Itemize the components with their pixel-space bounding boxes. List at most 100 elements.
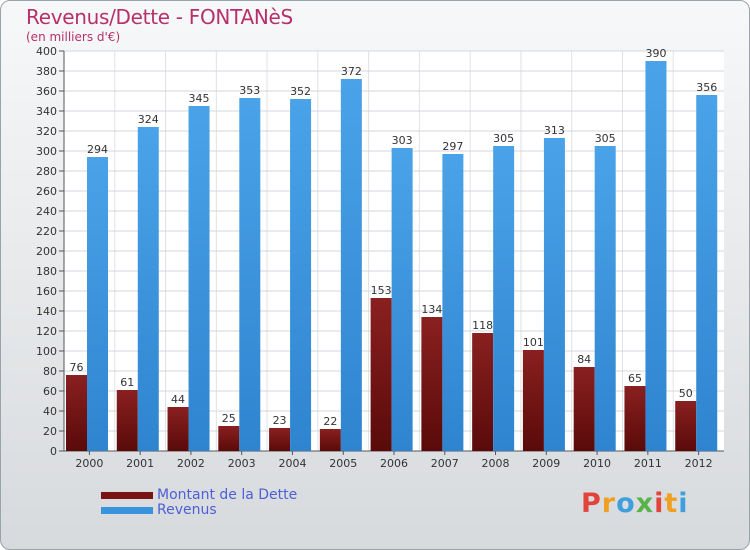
bar-dette [573, 367, 595, 451]
data-label-revenus: 303 [392, 134, 413, 147]
data-label-revenus: 356 [696, 81, 717, 94]
data-label-dette: 23 [273, 414, 287, 427]
data-label-revenus: 390 [645, 47, 666, 60]
legend-swatch-revenus [101, 507, 153, 514]
legend-swatch-dette [101, 492, 153, 499]
y-tick-label: 120 [36, 325, 57, 338]
proxiti-logo: Proxiti [581, 488, 689, 519]
data-label-dette: 61 [120, 376, 134, 389]
chart-title: Revenus/Dette - FONTANèS [26, 5, 293, 29]
logo-letter: i [654, 488, 665, 519]
y-tick-label: 80 [43, 365, 57, 378]
x-tick-label: 2009 [532, 457, 560, 470]
legend-item-revenus: Revenus [101, 503, 297, 518]
bar-dette [66, 375, 87, 451]
bar-revenus [645, 61, 667, 451]
y-tick-label: 180 [36, 265, 57, 278]
bar-dette [218, 426, 240, 451]
x-tick-label: 2007 [431, 457, 459, 470]
x-tick-label: 2003 [228, 457, 256, 470]
bar-dette [370, 298, 392, 451]
bar-dette [522, 350, 544, 451]
data-label-revenus: 305 [493, 132, 514, 145]
bar-revenus [340, 79, 362, 451]
chart-subtitle: (en milliers d'€) [26, 30, 121, 44]
data-label-revenus: 372 [341, 65, 362, 78]
legend-label-revenus: Revenus [157, 502, 217, 518]
x-tick-label: 2012 [685, 457, 713, 470]
y-tick-label: 320 [36, 125, 57, 138]
logo-letter: i [678, 488, 689, 519]
x-tick-label: 2006 [380, 457, 408, 470]
x-tick-label: 2001 [126, 457, 154, 470]
y-tick-label: 0 [50, 445, 57, 458]
data-label-revenus: 345 [189, 92, 210, 105]
bar-revenus [493, 146, 515, 451]
y-tick-label: 260 [36, 185, 57, 198]
data-label-revenus: 305 [595, 132, 616, 145]
logo-letter: x [635, 488, 655, 519]
x-tick-label: 2004 [278, 457, 306, 470]
bar-revenus [442, 154, 464, 451]
y-tick-label: 160 [36, 285, 57, 298]
y-tick-label: 400 [36, 45, 57, 58]
bar-revenus [543, 138, 565, 451]
data-label-dette: 134 [421, 303, 442, 316]
logo-letter: t [664, 488, 679, 519]
legend-label-dette: Montant de la Dette [157, 487, 298, 503]
y-tick-label: 280 [36, 165, 57, 178]
bar-revenus [594, 146, 616, 451]
data-label-revenus: 294 [87, 143, 108, 156]
data-label-dette: 84 [577, 353, 591, 366]
data-label-dette: 101 [523, 336, 544, 349]
y-tick-label: 340 [36, 105, 57, 118]
data-label-dette: 118 [472, 319, 493, 332]
bar-revenus [137, 127, 159, 451]
x-tick-label: 2005 [329, 457, 357, 470]
bar-revenus [239, 98, 261, 451]
y-tick-label: 200 [36, 245, 57, 258]
data-label-dette: 153 [371, 284, 392, 297]
data-label-dette: 76 [70, 361, 84, 374]
bar-dette [421, 317, 443, 451]
y-tick-label: 20 [43, 425, 57, 438]
y-tick-label: 60 [43, 385, 57, 398]
logo-letter: o [616, 488, 636, 519]
data-label-dette: 65 [628, 372, 642, 385]
data-label-revenus: 313 [544, 124, 565, 137]
bar-dette [624, 386, 646, 451]
data-label-dette: 25 [222, 412, 236, 425]
data-label-dette: 44 [171, 393, 185, 406]
legend-item-dette: Montant de la Dette [101, 488, 297, 503]
bar-dette [269, 428, 291, 451]
x-tick-label: 2000 [75, 457, 103, 470]
data-label-revenus: 353 [239, 84, 260, 97]
data-label-revenus: 352 [290, 85, 311, 98]
bar-dette [675, 401, 697, 451]
bar-revenus [188, 106, 210, 451]
y-tick-label: 360 [36, 85, 57, 98]
x-tick-label: 2008 [482, 457, 510, 470]
logo-letter: P [581, 488, 602, 519]
x-tick-label: 2010 [583, 457, 611, 470]
y-tick-label: 220 [36, 225, 57, 238]
bar-revenus [290, 99, 312, 451]
data-label-revenus: 297 [442, 140, 463, 153]
y-tick-label: 300 [36, 145, 57, 158]
y-tick-label: 40 [43, 405, 57, 418]
bar-dette [116, 390, 138, 451]
bar-dette [472, 333, 494, 451]
bar-dette [167, 407, 189, 451]
bar-revenus [391, 148, 413, 451]
x-tick-label: 2011 [634, 457, 662, 470]
bar-revenus [87, 157, 108, 451]
y-tick-label: 100 [36, 345, 57, 358]
logo-letter: r [601, 488, 617, 519]
y-tick-label: 140 [36, 305, 57, 318]
x-tick-label: 2002 [177, 457, 205, 470]
y-tick-label: 380 [36, 65, 57, 78]
data-label-revenus: 324 [138, 113, 159, 126]
chart-legend: Montant de la Dette Revenus [101, 488, 297, 518]
